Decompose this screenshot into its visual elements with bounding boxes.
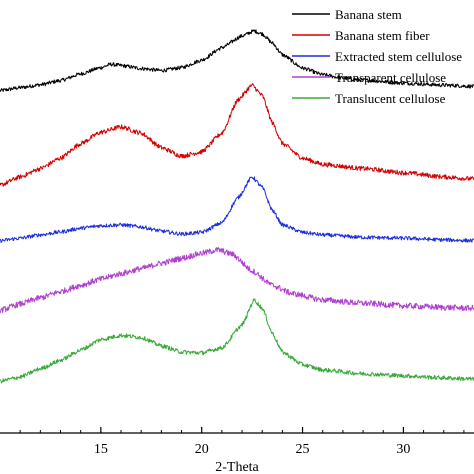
legend-label-2: Banana stem fiber <box>335 28 430 43</box>
series-line-5 <box>0 298 474 384</box>
legend-label-1: Banana stem <box>335 7 402 22</box>
x-tick-label: 15 <box>94 442 108 457</box>
legend-label-3: Extracted stem cellulose <box>335 49 462 64</box>
x-tick-label: 30 <box>396 442 410 457</box>
plot-area <box>0 29 474 384</box>
x-tick-label: 20 <box>195 442 209 457</box>
series-line-3 <box>0 176 474 243</box>
x-ticks: 15 20 25 30 <box>19 427 465 457</box>
legend: Banana stem Banana stem fiber Extracted st… <box>292 7 462 106</box>
legend-label-5: Translucent cellulose <box>335 91 446 106</box>
series-line-4 <box>0 247 474 314</box>
series-line-1 <box>0 29 474 92</box>
x-axis-title: 2-Theta <box>215 460 259 474</box>
series-line-2 <box>0 83 474 187</box>
legend-label-4: Transparent cellulose <box>335 70 446 85</box>
x-tick-label: 25 <box>296 442 310 457</box>
